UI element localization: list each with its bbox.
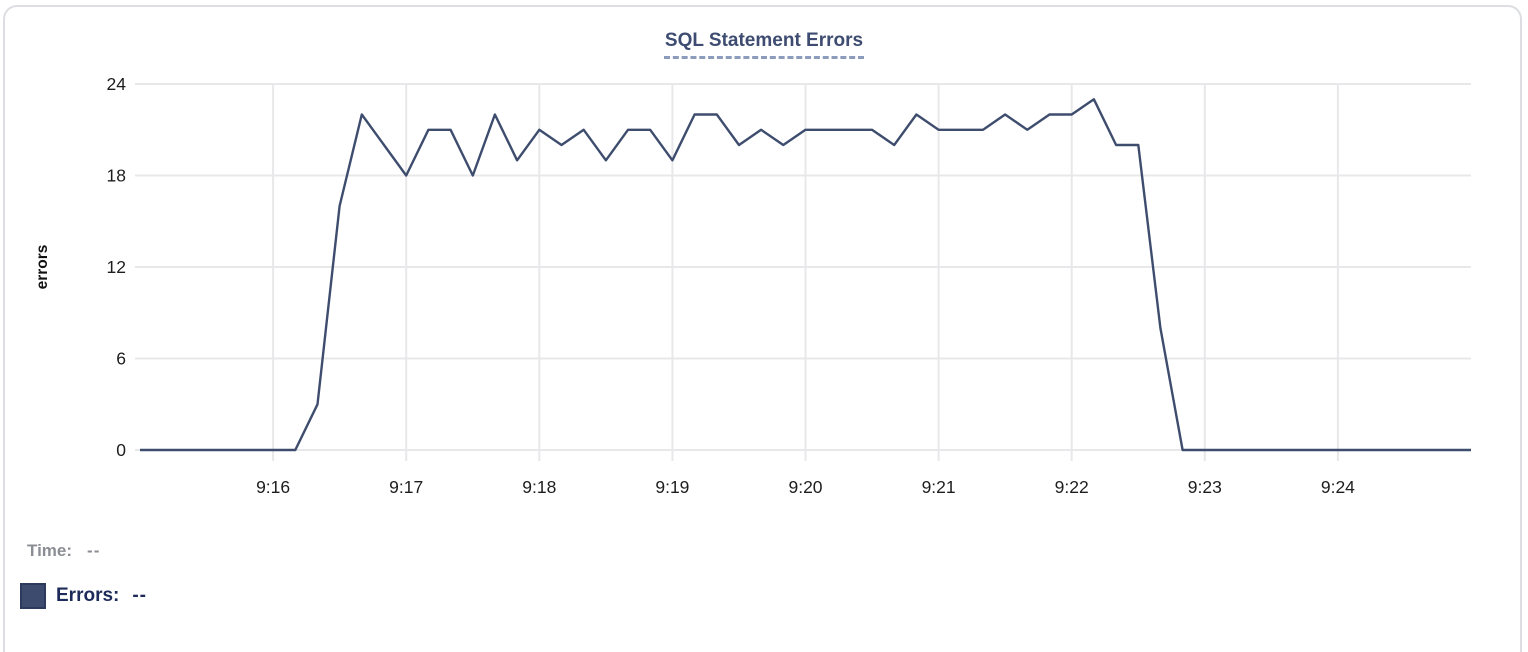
errors-value: -- (132, 585, 148, 606)
time-label: Time: (27, 541, 73, 560)
x-axis-tick-label: 9:23 (1188, 477, 1222, 497)
errors-series-line[interactable] (140, 98, 1471, 452)
y-axis-tick-label: 12 (107, 257, 126, 277)
chart-header: SQL Statement Errors (0, 30, 1528, 59)
x-axis-tick-label: 9:21 (922, 477, 956, 497)
legend-errors-row[interactable]: Errors: -- (20, 583, 147, 609)
errors-series-swatch (20, 583, 46, 609)
chart-card (3, 5, 1522, 652)
y-axis-tick-label: 0 (116, 440, 126, 460)
x-axis-tick-label: 9:18 (522, 477, 556, 497)
x-axis-tick-label: 9:17 (389, 477, 423, 497)
y-axis-tick-label: 24 (107, 74, 127, 94)
x-axis-tick-label: 9:19 (655, 477, 689, 497)
x-axis-tick-label: 9:22 (1055, 477, 1089, 497)
time-value: -- (87, 541, 101, 560)
chart-title[interactable]: SQL Statement Errors (663, 30, 865, 59)
y-axis-tick-label: 18 (107, 166, 126, 186)
x-axis-tick-label: 9:24 (1321, 477, 1355, 497)
hover-readout-time-row: Time: -- (27, 541, 100, 561)
x-axis-tick-label: 9:20 (788, 477, 822, 497)
y-axis-tick-label: 6 (116, 349, 126, 369)
y-axis-title: errors (34, 245, 51, 290)
x-axis-tick-label: 9:16 (256, 477, 290, 497)
errors-label: Errors: (56, 585, 120, 606)
